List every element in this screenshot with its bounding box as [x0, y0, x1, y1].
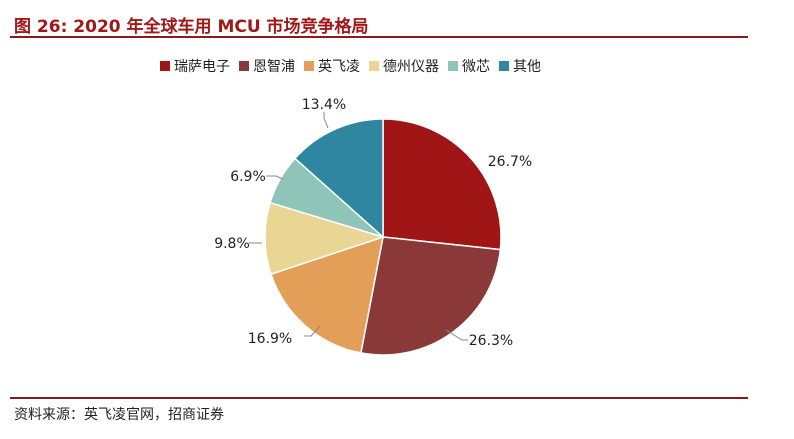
legend-label-infineon: 英飞凌 [318, 59, 360, 75]
leader-line-nxp [445, 329, 468, 341]
pie-slice-ti [264, 201, 386, 276]
legend-label-others: 其他 [513, 59, 541, 75]
pie-slice-others [293, 118, 384, 239]
legend-swatch-renesas [160, 61, 170, 71]
legend-swatch-microchip [448, 61, 458, 71]
footer-divider [10, 397, 748, 399]
leader-line-others [323, 112, 329, 129]
legend-item-microchip: 微芯 [448, 56, 490, 76]
title-bar: 图 26: 2020 年全球车用 MCU 市场竞争格局 [10, 6, 748, 38]
legend-label-renesas: 瑞萨电子 [174, 59, 230, 75]
chart-legend: 瑞萨电子 恩智浦 英飞凌 德州仪器 微芯 其他 [160, 57, 550, 75]
figure-title: 图 26: 2020 年全球车用 MCU 市场竞争格局 [14, 17, 369, 37]
legend-label-nxp: 恩智浦 [253, 59, 295, 75]
data-label-renesas: 26.7% [488, 154, 532, 170]
data-label-microchip: 6.9% [230, 169, 266, 185]
data-label-others: 13.4% [302, 97, 346, 113]
legend-item-ti: 德州仪器 [369, 56, 439, 76]
legend-swatch-ti [369, 61, 379, 71]
pie-slice-infineon [270, 235, 384, 354]
legend-label-ti: 德州仪器 [383, 59, 439, 75]
legend-item-others: 其他 [499, 56, 541, 76]
legend-swatch-others [499, 61, 509, 71]
leader-line-microchip [266, 175, 284, 180]
legend-item-infineon: 英飞凌 [304, 56, 360, 76]
source-note: 资料来源：英飞凌官网，招商证券 [14, 407, 224, 423]
legend-item-nxp: 恩智浦 [239, 56, 295, 76]
legend-item-renesas: 瑞萨电子 [160, 56, 230, 76]
legend-label-microchip: 微芯 [462, 59, 490, 75]
pie-slice-nxp [360, 236, 502, 356]
leader-line-infineon [304, 325, 321, 337]
data-label-nxp: 26.3% [469, 333, 513, 349]
legend-swatch-nxp [239, 61, 249, 71]
data-label-ti: 9.8% [214, 236, 250, 252]
data-label-infineon: 16.9% [248, 331, 292, 347]
pie-slice-renesas [382, 118, 502, 251]
legend-swatch-infineon [304, 61, 314, 71]
